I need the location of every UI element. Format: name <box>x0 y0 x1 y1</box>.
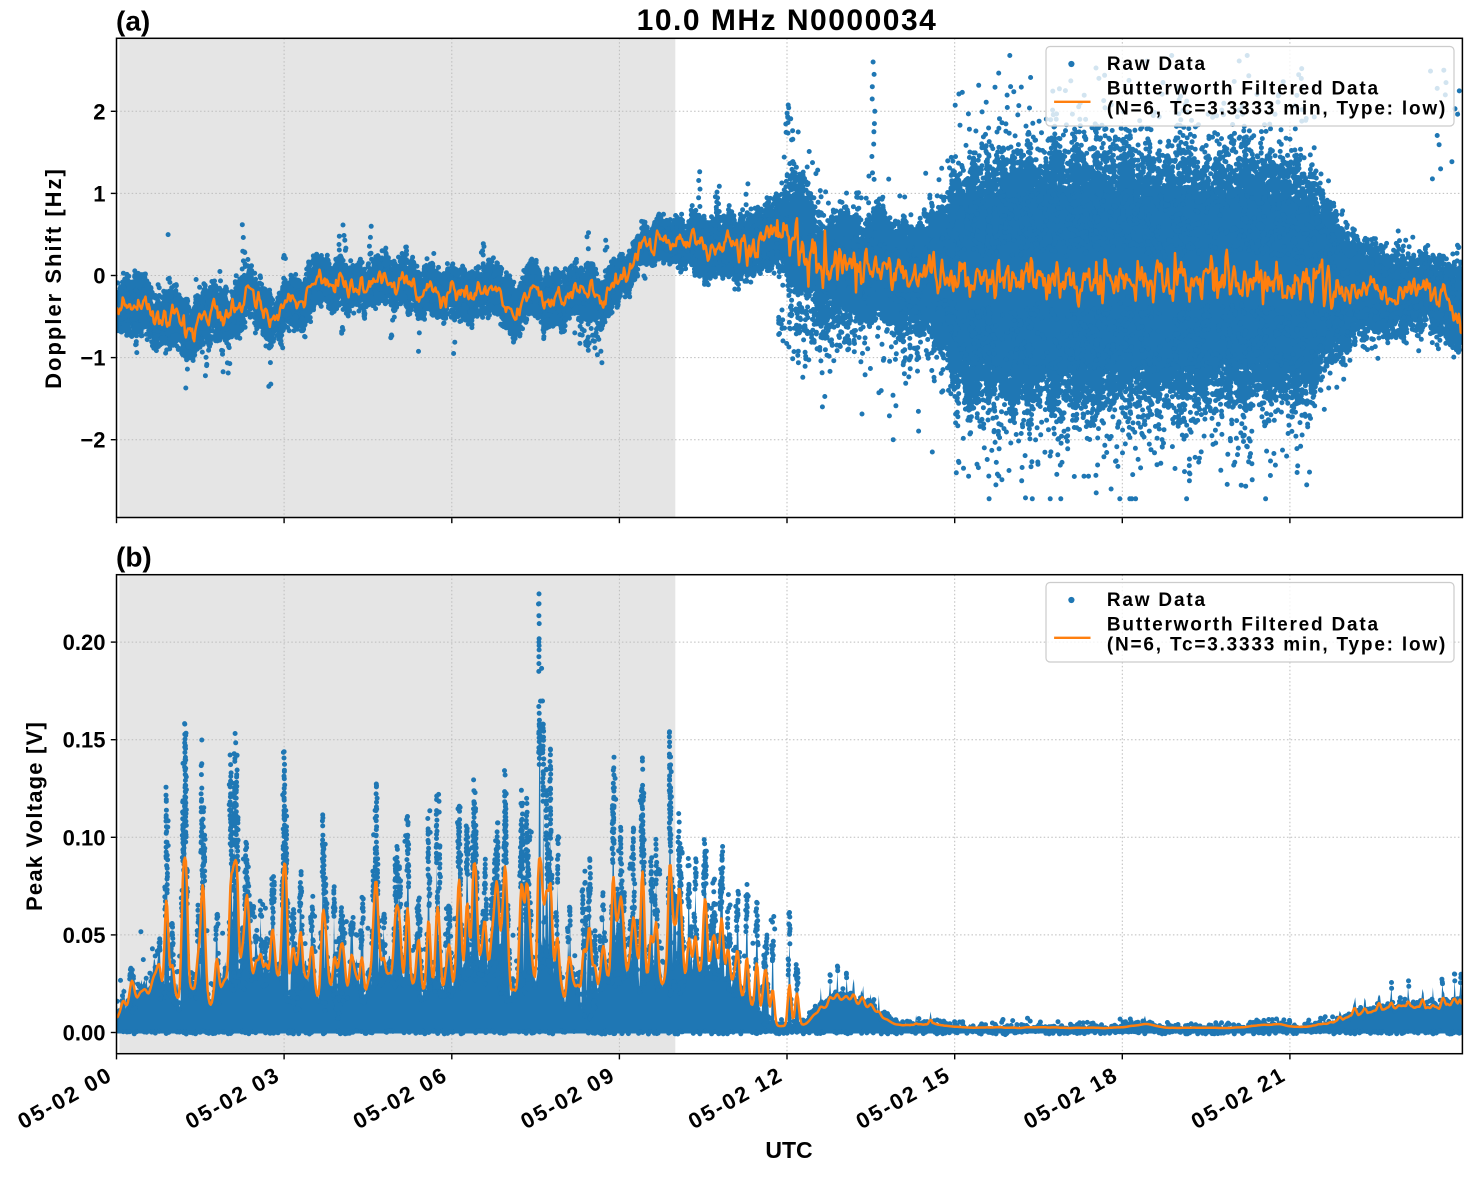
svg-text:(N=6, Tc=3.3333 min, Type: low: (N=6, Tc=3.3333 min, Type: low) <box>1107 98 1447 119</box>
svg-text:(a): (a) <box>116 6 150 37</box>
svg-text:Raw Data: Raw Data <box>1107 590 1207 611</box>
svg-text:0.05: 0.05 <box>63 923 106 948</box>
svg-text:−2: −2 <box>80 428 105 453</box>
svg-text:Doppler Shift [Hz]: Doppler Shift [Hz] <box>41 167 66 389</box>
svg-text:UTC: UTC <box>765 1137 812 1163</box>
svg-text:0: 0 <box>93 264 105 289</box>
svg-text:Butterworth Filtered Data: Butterworth Filtered Data <box>1107 615 1380 636</box>
svg-text:Peak Voltage [V]: Peak Voltage [V] <box>22 721 47 911</box>
svg-text:10.0 MHz N0000034: 10.0 MHz N0000034 <box>637 4 938 37</box>
svg-text:1: 1 <box>93 181 105 206</box>
svg-text:0.00: 0.00 <box>63 1021 106 1046</box>
svg-text:0.20: 0.20 <box>63 630 106 655</box>
svg-text:(b): (b) <box>116 542 152 573</box>
svg-text:Raw Data: Raw Data <box>1107 54 1207 75</box>
svg-text:(N=6, Tc=3.3333 min, Type: low: (N=6, Tc=3.3333 min, Type: low) <box>1107 634 1447 655</box>
svg-text:0.15: 0.15 <box>63 728 106 753</box>
svg-text:0.10: 0.10 <box>63 825 106 850</box>
svg-text:Butterworth Filtered Data: Butterworth Filtered Data <box>1107 79 1380 100</box>
svg-text:2: 2 <box>93 99 105 124</box>
svg-text:−1: −1 <box>80 346 105 371</box>
